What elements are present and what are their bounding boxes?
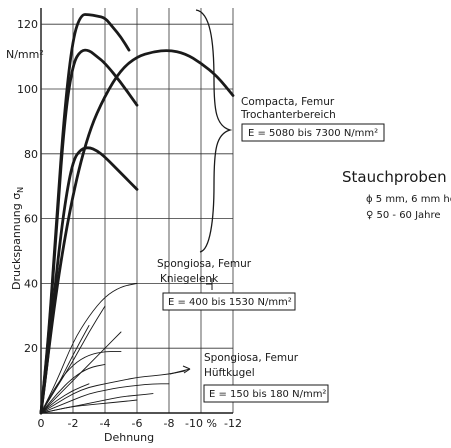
hueft-subtitle: Hüftkugel bbox=[204, 367, 255, 379]
hueft-arrow bbox=[169, 368, 191, 375]
y-axis-title: Druckspannung σN bbox=[10, 187, 25, 290]
y-tick-label-3: 80 bbox=[24, 148, 38, 161]
stauchproben-dims: ϕ 5 mm, 6 mm hoch bbox=[366, 194, 451, 205]
series-curve-spongiosa-hueft-12 bbox=[40, 383, 170, 414]
y-tick-label-0: 20 bbox=[24, 342, 38, 355]
compacta-title: Compacta, Femur bbox=[241, 96, 335, 108]
series-curve-spongiosa-knie-4 bbox=[40, 282, 138, 414]
stauchproben-age: ♀ 50 - 60 Jahre bbox=[366, 210, 441, 221]
grid-lines bbox=[40, 8, 234, 414]
hueft-e-box bbox=[203, 384, 329, 403]
knie-e-label: E = 400 bis 1530 N/mm² bbox=[168, 297, 292, 308]
x-tick-label-6: -12 bbox=[224, 417, 242, 430]
knie-subtitle: Kniegelenk bbox=[160, 273, 219, 285]
x-tick-label-0: 0 bbox=[38, 417, 45, 430]
compacta-subtitle: Trochanterbereich bbox=[240, 109, 336, 121]
knie-title: Spongiosa, Femur bbox=[157, 258, 252, 270]
axis-ticks: 0 -2 -4 -6 -8 -10 % -12 20 40 60 80 100 120 bbox=[17, 18, 242, 430]
stauchproben-title: Stauchproben bbox=[342, 168, 447, 186]
y-axis-title-sub: N bbox=[16, 187, 25, 193]
series-curve-spongiosa-knie-8 bbox=[40, 350, 122, 414]
y-tick-label-2: 60 bbox=[24, 213, 38, 226]
compacta-brace bbox=[195, 9, 233, 253]
x-tick-label-1: -2 bbox=[68, 417, 79, 430]
x-tick-label-3: -6 bbox=[132, 417, 143, 430]
series-curve-spongiosa-hueft-14 bbox=[40, 399, 138, 414]
knie-e-box bbox=[162, 292, 296, 311]
compacta-e-box bbox=[241, 123, 385, 142]
x-tick-label-5: -10 % bbox=[185, 417, 217, 430]
series-curve-spongiosa-hueft-11 bbox=[40, 370, 186, 414]
series-curves bbox=[39, 13, 235, 415]
x-axis-title: Dehnung bbox=[104, 431, 154, 443]
x-tick-label-2: -4 bbox=[100, 417, 111, 430]
hueft-title: Spongiosa, Femur bbox=[204, 352, 299, 364]
hueft-e-label: E = 150 bis 180 N/mm² bbox=[209, 389, 326, 400]
y-tick-label-5: 120 bbox=[17, 18, 38, 31]
series-curve-compacta-2 bbox=[39, 49, 235, 415]
series-curve-spongiosa-knie-9 bbox=[40, 363, 106, 414]
series-curve-spongiosa-knie-10 bbox=[40, 383, 90, 414]
compacta-e-label: E = 5080 bis 7300 N/mm² bbox=[248, 128, 378, 139]
y-tick-label-1: 40 bbox=[24, 277, 38, 290]
y-tick-label-4: 100 bbox=[17, 83, 38, 96]
y-unit-label: N/mm² bbox=[6, 48, 44, 61]
series-curve-compacta-1 bbox=[39, 48, 139, 415]
series-curve-spongiosa-knie-6 bbox=[40, 325, 90, 414]
x-tick-label-4: -8 bbox=[164, 417, 175, 430]
y-axis-title-main: Druckspannung σ bbox=[10, 193, 23, 290]
series-curve-compacta-3 bbox=[39, 146, 139, 415]
hueft-arrow-head bbox=[182, 365, 191, 374]
